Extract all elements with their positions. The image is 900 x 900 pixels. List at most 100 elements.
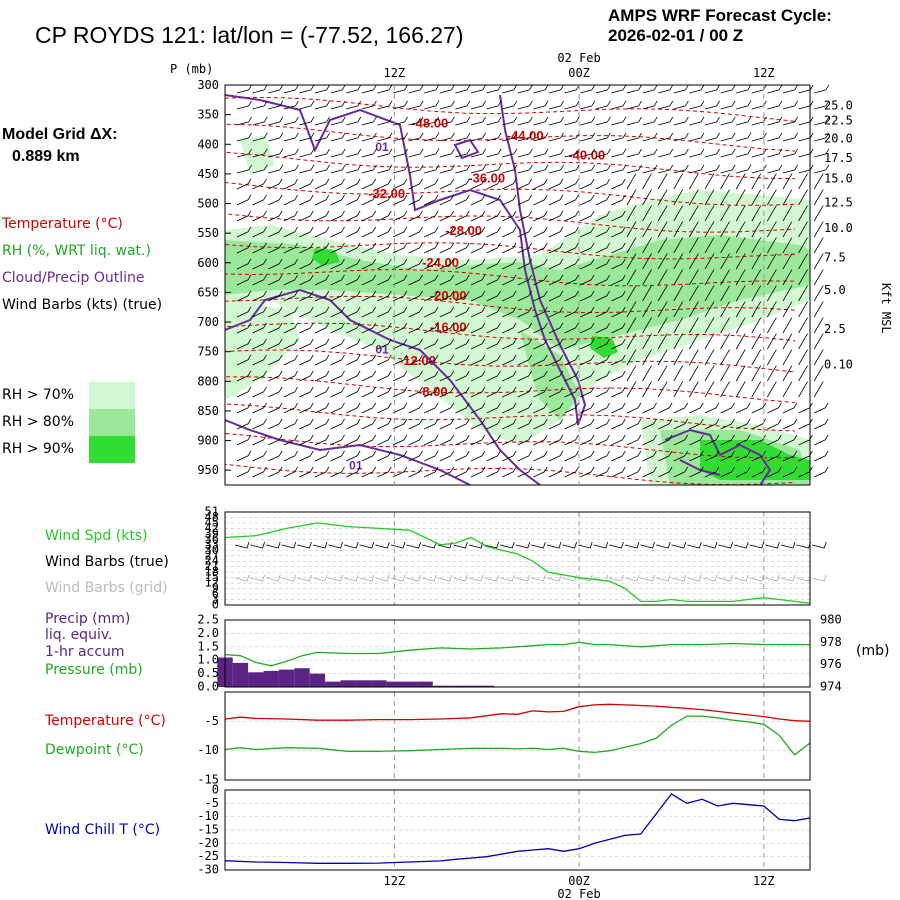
wind-barb	[736, 418, 751, 430]
wind-barb	[657, 189, 668, 206]
pressure-tick-label: 950	[197, 463, 219, 477]
wind-barb	[408, 450, 423, 462]
wind-barb	[439, 290, 455, 302]
wind-barb	[486, 100, 502, 110]
wind-barb	[626, 349, 637, 366]
wind-barb	[299, 306, 314, 318]
wind-barb	[517, 418, 533, 430]
wind-barb	[533, 354, 548, 366]
wind-barb	[283, 226, 299, 238]
wind-speed-tick: 45	[205, 515, 219, 529]
wind-barb	[673, 221, 684, 238]
wind-barb	[252, 370, 267, 382]
wind-barb	[798, 285, 808, 302]
rh90-swatch	[89, 436, 135, 463]
pressure-tick-label: 350	[197, 108, 219, 122]
wind-barb	[424, 148, 440, 158]
wind-barb	[720, 237, 730, 254]
wind-barb	[611, 338, 626, 350]
wind-barb	[642, 466, 657, 478]
wind-barb	[735, 173, 746, 190]
wind-barb	[283, 132, 299, 142]
wind-barb	[751, 349, 762, 366]
wind-barb	[314, 306, 330, 318]
wind-barb	[424, 370, 439, 382]
wind-barb	[611, 434, 626, 446]
wind-barb	[548, 178, 564, 190]
wind-barb	[486, 194, 501, 206]
wind-barb	[502, 242, 517, 254]
wind-barb	[502, 322, 517, 334]
wind-barb	[439, 274, 455, 286]
wind-barb	[299, 226, 314, 238]
wind-barb	[548, 116, 564, 126]
wind-barb	[673, 333, 684, 350]
wind-barb	[502, 226, 517, 238]
wind-barb	[642, 205, 652, 222]
wind-barb	[361, 258, 377, 270]
wind-barb	[439, 84, 455, 94]
wind-barb	[299, 466, 314, 478]
wind-barb-true	[453, 541, 468, 549]
wind-barb	[314, 386, 330, 398]
wind-barb-grid	[609, 574, 624, 582]
wind-barb	[268, 322, 283, 334]
wind-barb	[299, 370, 314, 382]
wind-barb	[751, 285, 762, 302]
wind-barb	[813, 285, 824, 302]
wind-barb	[564, 402, 579, 414]
wind-barb	[408, 194, 423, 206]
wind-barb	[439, 164, 455, 174]
wind-barb	[735, 221, 746, 238]
wind-barb	[782, 237, 793, 254]
wind-barb	[611, 258, 626, 270]
wind-barb	[377, 402, 392, 414]
wind-barb	[283, 148, 299, 158]
wind-barb	[548, 132, 564, 142]
wind-barb	[299, 84, 315, 94]
wind-barb-true	[765, 541, 780, 549]
wind-barb	[408, 148, 424, 158]
wind-barb	[314, 434, 330, 446]
precip-bar	[432, 685, 449, 687]
wind-barb	[735, 269, 746, 286]
wind-barb	[470, 210, 486, 222]
wind-barb-true	[375, 541, 390, 549]
wind-barb	[392, 434, 408, 446]
wind-barb	[361, 322, 377, 334]
wind-barb	[548, 84, 564, 94]
wind-barb	[268, 242, 283, 254]
wind-barb	[268, 338, 283, 350]
wind-barb	[720, 301, 730, 318]
pressure-tick: 974	[820, 680, 842, 694]
wind-barb	[657, 205, 668, 222]
wind-barb	[361, 306, 377, 318]
wind-barb	[657, 381, 668, 398]
cloud-outline-2	[224, 419, 471, 486]
wind-barb	[642, 164, 658, 174]
wind-barb	[798, 317, 808, 334]
wind-barb	[252, 210, 267, 222]
wind-barb	[330, 402, 345, 414]
wind-barb	[548, 466, 564, 478]
wind-barb	[330, 274, 345, 286]
height-tick-label: 10.0	[824, 221, 853, 235]
wind-barb	[268, 306, 283, 318]
wind-barb	[767, 253, 777, 270]
wind-barb	[502, 194, 517, 206]
wind-barb	[314, 402, 330, 414]
wind-barb	[735, 349, 746, 366]
wind-barb	[735, 317, 746, 334]
wind-barb	[564, 450, 579, 462]
wind-barb	[236, 242, 252, 254]
wind-barb	[564, 148, 580, 158]
wind-barb	[486, 322, 501, 334]
wind-barb	[673, 164, 689, 174]
wind-barb-grid	[344, 574, 359, 582]
wind-barb	[642, 450, 657, 462]
wind-barb-grid	[656, 574, 671, 582]
windchill-line	[224, 793, 811, 864]
wind-speed-tick: 18	[205, 565, 219, 579]
wind-barb	[470, 242, 486, 254]
wind-barb	[689, 285, 699, 302]
